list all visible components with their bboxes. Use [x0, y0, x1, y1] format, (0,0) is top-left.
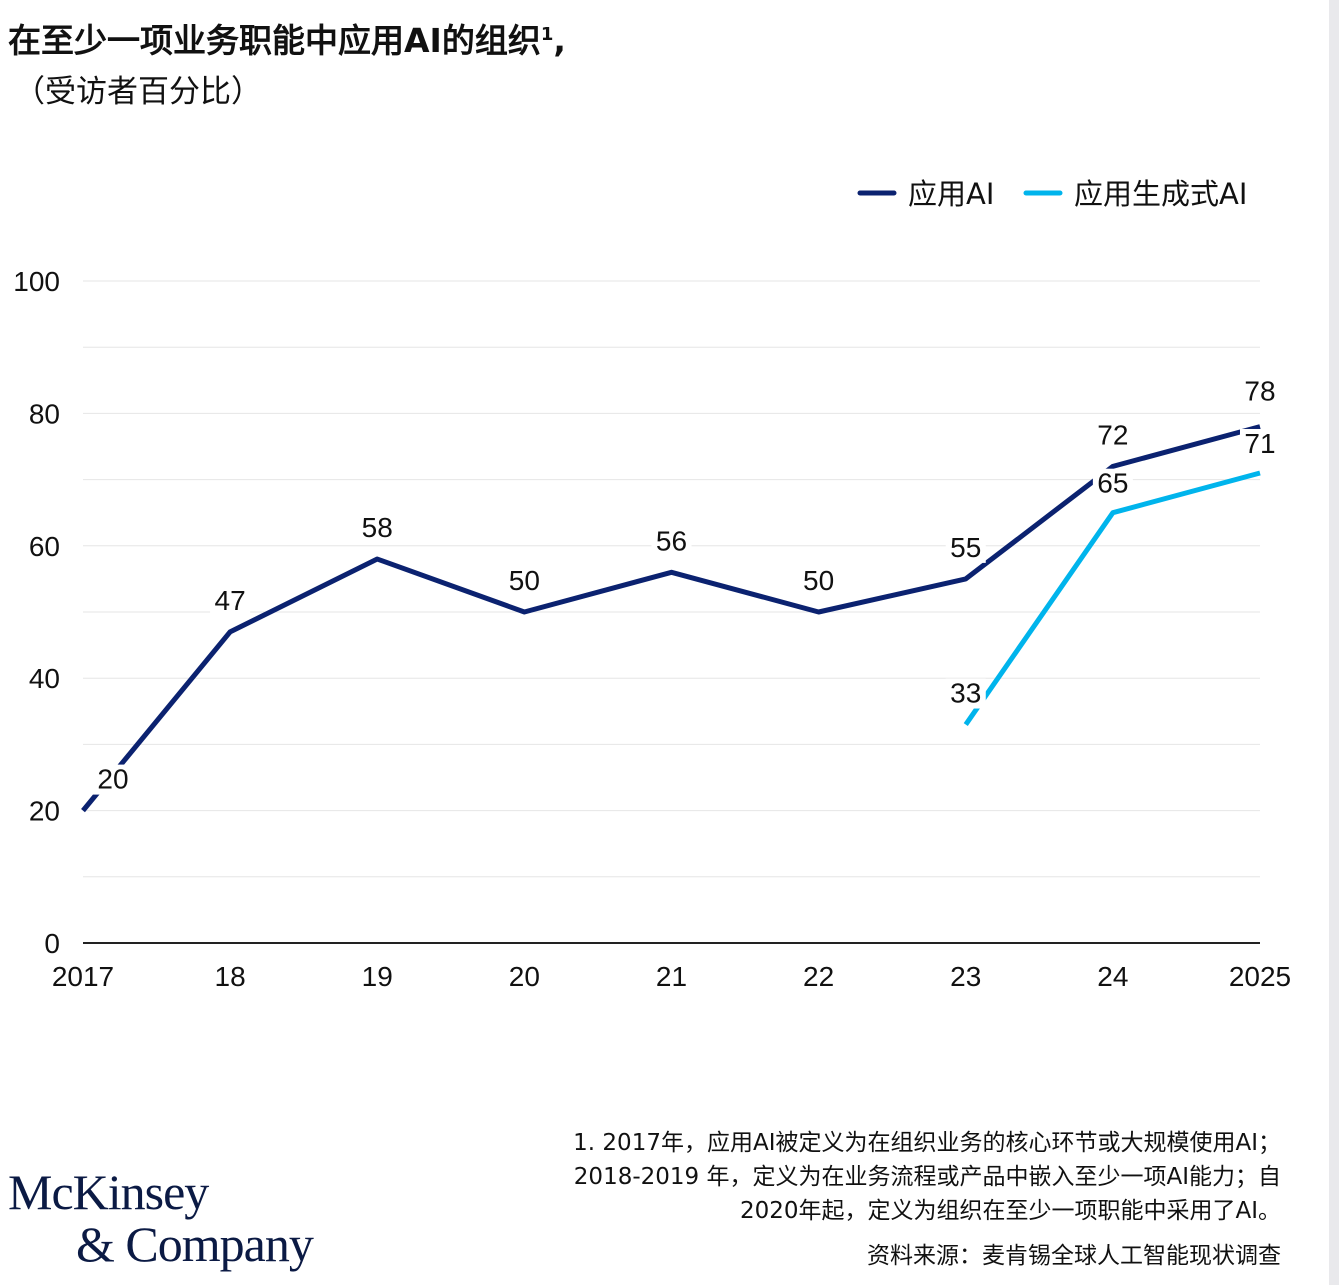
data-label-bg: [504, 566, 545, 596]
title-footnote-marker: 1: [540, 24, 554, 45]
y-tick-label: 20: [29, 796, 60, 827]
x-tick-label: 21: [656, 961, 687, 992]
data-label-ai: 55: [950, 532, 981, 563]
data-label-ai: 47: [215, 585, 246, 616]
data-label-genai: 33: [950, 678, 981, 709]
series-line-genai: [963, 470, 1261, 726]
title-text: 在至少一项业务职能中应用AI的组织: [8, 21, 541, 60]
mckinsey-logo: McKinsey & Company: [8, 1164, 314, 1272]
y-tick-label: 0: [44, 928, 60, 959]
data-label-genai: 65: [1097, 468, 1128, 499]
chart-title: 在至少一项业务职能中应用AI的组织1,: [8, 14, 566, 62]
data-label-bg: [945, 532, 986, 563]
y-tick-label: 60: [29, 531, 60, 562]
source-note: 资料来源：麦肯锡全球人工智能现状调查: [867, 1243, 1281, 1269]
data-label-bg: [798, 566, 839, 596]
y-tick-label: 100: [13, 266, 60, 297]
legend-label-ai: 应用AI: [908, 177, 994, 211]
chart-subtitle: （受访者百分比）: [14, 74, 262, 110]
data-label-ai: 50: [509, 565, 540, 596]
x-tick-label: 2025: [1229, 961, 1291, 992]
page-edge: [1329, 0, 1339, 1285]
data-label-bg: [210, 585, 251, 616]
logo-line-1: McKinsey: [8, 1164, 209, 1220]
legend-label-genai: 应用生成式AI: [1074, 177, 1247, 211]
y-axis: 0 20 40 60 80 100: [13, 266, 60, 959]
logo-line-2: & Company: [76, 1216, 314, 1272]
data-label-ai: 50: [803, 565, 834, 596]
data-label-bg: [1240, 428, 1280, 459]
data-label-bg: [651, 526, 692, 557]
x-tick-label: 24: [1097, 961, 1128, 992]
data-label-bg: [1092, 420, 1133, 451]
data-label-ai: 20: [97, 764, 128, 795]
data-label-ai: 78: [1244, 376, 1275, 407]
data-label-ai: 58: [362, 512, 393, 543]
title-suffix: ,: [553, 21, 566, 60]
x-axis: 2017 18 19 20 21 22 23 24 2025: [52, 942, 1291, 992]
data-label-ai: 56: [656, 525, 687, 556]
data-labels: 20 47 58 50 56 50 55 72 78 33 65 71: [93, 376, 1280, 795]
data-label-bg: [945, 678, 986, 709]
x-tick-label: 18: [215, 961, 246, 992]
x-tick-label: 2017: [52, 961, 114, 992]
legend: 应用AI 应用生成式AI: [857, 177, 1247, 211]
data-label-genai: 71: [1244, 428, 1275, 459]
x-tick-label: 23: [950, 961, 981, 992]
data-label-bg: [93, 764, 133, 795]
data-label-bg: [1092, 468, 1133, 499]
data-label-ai: 72: [1097, 419, 1128, 450]
footnote: 1. 2017年，应用AI被定义为在组织业务的核心环节或大规模使用AI； 201…: [573, 1130, 1281, 1224]
series-lines: [81, 424, 1261, 813]
x-tick-label: 20: [509, 961, 540, 992]
data-label-bg: [1240, 376, 1280, 407]
y-tick-label: 80: [29, 398, 60, 429]
x-tick-label: 22: [803, 961, 834, 992]
x-tick-label: 19: [362, 961, 393, 992]
line-chart: 0 20 40 60 80 100 2017 18 19 20 21 22 23 24 2025 20 47…: [13, 177, 1291, 992]
series-line-ai: [81, 424, 1261, 813]
gridlines: [83, 280, 1260, 878]
data-label-bg: [357, 513, 398, 544]
y-tick-label: 40: [29, 663, 60, 694]
